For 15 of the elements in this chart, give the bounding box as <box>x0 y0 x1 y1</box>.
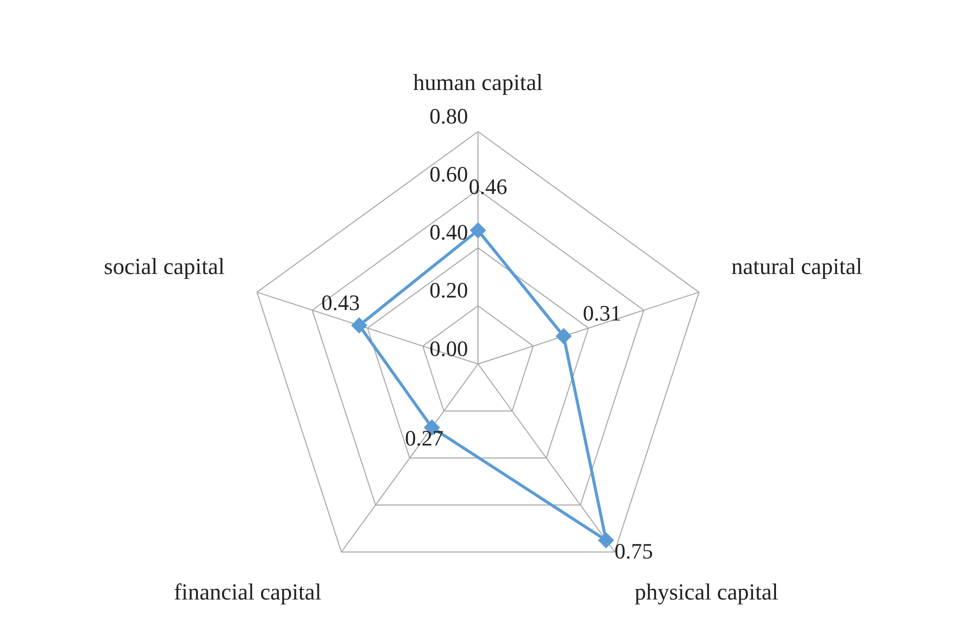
spoke-label: social capital <box>104 254 225 279</box>
spoke-label: natural capital <box>731 254 862 279</box>
spoke-label: human capital <box>413 70 543 95</box>
spoke-label: financial capital <box>174 579 322 604</box>
y-tick-label: 0.20 <box>430 278 468 303</box>
data-label: 0.46 <box>468 174 508 200</box>
y-tick-label: 0.40 <box>430 220 468 245</box>
data-label: 0.43 <box>321 290 360 315</box>
spoke-label: physical capital <box>634 579 778 604</box>
data-label: 0.31 <box>582 300 622 326</box>
y-tick-label: 0.60 <box>430 161 468 186</box>
y-tick-label: 0.00 <box>430 336 468 361</box>
data-label: 0.27 <box>405 426 444 451</box>
y-tick-label: 0.80 <box>430 103 468 128</box>
data-label: 0.75 <box>614 538 653 564</box>
